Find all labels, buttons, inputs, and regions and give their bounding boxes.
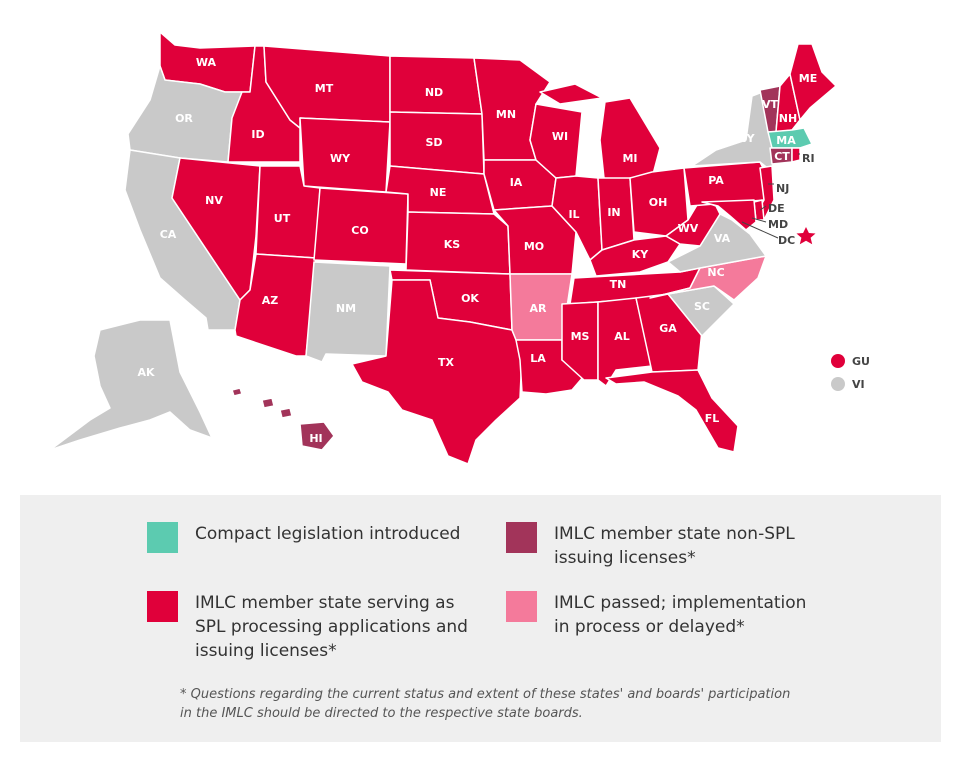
label-NH: NH [779,112,797,125]
label-MS: MS [571,330,590,343]
label-CT: CT [774,150,790,163]
state-ME [789,43,837,121]
label-NC: NC [707,266,724,279]
legend-label-passed-delayed: IMLC passed; implementation in process o… [554,593,807,637]
label-VA: VA [714,232,731,245]
label-ID: ID [251,128,264,141]
legend-swatch-member-spl [147,591,178,622]
footnote: * Questions regarding the current status… [180,687,791,721]
label-CA: CA [160,228,177,241]
label-FL: FL [705,412,720,425]
label-IN: IN [607,206,620,219]
territory-VI-label: VI [852,378,865,391]
state-NH [775,73,801,133]
label-AK: AK [137,366,155,379]
label-NE: NE [430,186,447,199]
label-TN: TN [610,278,627,291]
label-AL: AL [614,330,630,343]
label-WA: WA [196,56,217,69]
legend-item-member-non-spl: IMLC member state non-SPL issuing licens… [506,522,795,570]
state-NM [305,261,391,363]
leader-md [751,217,767,223]
label-WV: WV [678,222,699,235]
state-ND [389,55,483,115]
label-KY: KY [632,248,650,261]
label-NY: NY [737,132,755,145]
label-ND: ND [425,86,443,99]
leader-dc [741,221,779,239]
legend-swatch-passed-delayed [506,591,537,622]
label-MO: MO [524,240,544,253]
label-RI: RI [802,152,815,165]
label-GA: GA [659,322,677,335]
label-SC: SC [694,300,710,313]
label-NV: NV [205,194,223,207]
state-TX [351,279,523,465]
dc-star-icon [796,227,816,245]
label-LA: LA [530,352,546,365]
state-FL [605,369,739,453]
label-DC: DC [778,234,795,247]
state-RI [791,147,801,163]
legend-item-passed-delayed: IMLC passed; implementation in process o… [506,591,806,639]
label-AR: AR [530,302,548,315]
label-DE: DE [768,202,785,215]
state-AK [49,319,213,451]
label-AZ: AZ [262,294,279,307]
legend-swatch-legislation-introduced [147,522,178,553]
state-MS [561,301,599,381]
label-UT: UT [274,212,291,225]
state-PA [683,161,771,207]
legend-label-member-non-spl: IMLC member state non-SPL issuing licens… [554,524,795,568]
label-VT: VT [762,98,779,111]
legend-swatch-member-non-spl [506,522,537,553]
label-MD: MD [768,218,788,231]
label-MA: MA [776,134,796,147]
legend-item-member-spl: IMLC member state serving as SPL process… [147,591,468,663]
label-MT: MT [315,82,334,95]
label-WY: WY [330,152,351,165]
label-WI: WI [552,130,568,143]
label-SD: SD [425,136,442,149]
label-TX: TX [438,356,455,369]
label-MI: MI [622,152,637,165]
legend-label-member-spl: IMLC member state serving as SPL process… [195,593,468,661]
legend-item-legislation-introduced: Compact legislation introduced [147,522,460,553]
label-HI: HI [309,432,322,445]
territory-GU-label: GU [852,355,870,368]
label-CO: CO [351,224,368,237]
territory-GU-dot [831,354,845,368]
leader-de [759,205,767,211]
label-IA: IA [510,176,523,189]
label-OH: OH [649,196,668,209]
label-KS: KS [444,238,461,251]
label-NM: NM [336,302,356,315]
state-NC [649,255,767,301]
state-HI [231,387,335,451]
label-IL: IL [568,208,579,221]
label-PA: PA [708,174,724,187]
label-OK: OK [461,292,479,305]
label-MN: MN [496,108,516,121]
territory-VI-dot [831,377,845,391]
label-OR: OR [175,112,193,125]
label-NJ: NJ [776,182,789,195]
us-map: GU VI WA OR CA ID NV MT WY UT AZ CO NM N… [49,31,870,465]
legend-panel: Compact legislation introduced IMLC memb… [20,495,941,742]
state-WV [665,199,721,247]
legend-label-legislation-introduced: Compact legislation introduced [195,524,461,544]
label-ME: ME [799,72,817,85]
